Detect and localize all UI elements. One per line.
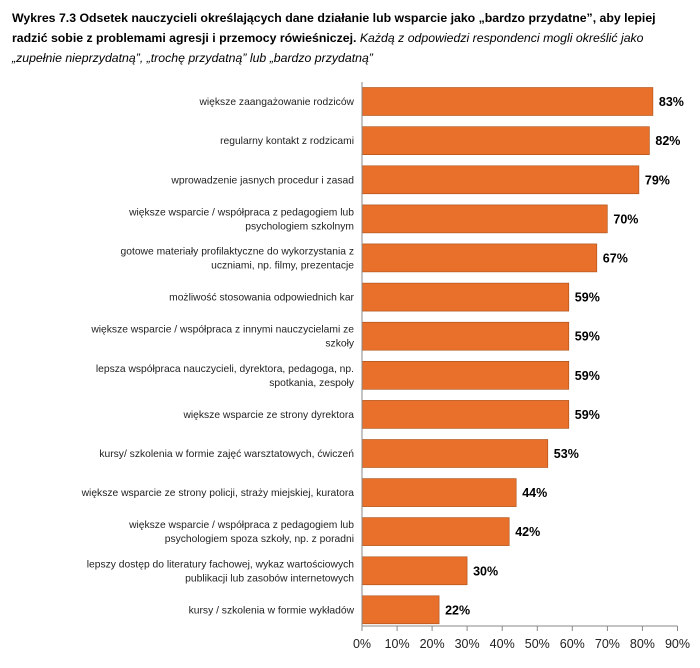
x-tick-label: 30% — [455, 637, 480, 651]
category-label: kursy/ szkolenia w formie zajęć warsztat… — [99, 449, 354, 460]
bar — [361, 478, 517, 507]
category-label: większe wsparcie ze strony dyrektora — [182, 410, 354, 421]
value-label: 79% — [645, 173, 670, 187]
category-label: psychologiem szkolnym — [245, 221, 354, 232]
chart-caption: Wykres 7.3 Odsetek nauczycieli określają… — [12, 8, 688, 68]
category-label: większe wsparcie / współpraca z pedagogi… — [128, 520, 354, 531]
x-tick-label: 90% — [665, 637, 690, 651]
value-label: 22% — [445, 603, 470, 617]
category-label: szkoły — [325, 339, 354, 350]
bar — [361, 556, 468, 586]
bar — [361, 282, 570, 312]
category-label: spotkania, zespoły — [269, 378, 355, 389]
category-label: kursy / szkolenia w formie wykładów — [189, 605, 355, 616]
value-label: 59% — [575, 291, 600, 305]
category-label: lepszy dostęp do literatury fachowej, wy… — [87, 559, 355, 570]
value-label: 42% — [515, 525, 540, 539]
value-label: 83% — [659, 95, 684, 109]
x-axis: 0% 10% 20% 30% 40% 50% 60% 70% 80% 90% — [353, 82, 690, 651]
bar — [361, 243, 598, 273]
value-label: 53% — [554, 447, 579, 461]
bar — [361, 595, 440, 625]
value-label: 59% — [575, 330, 600, 344]
x-tick-label: 40% — [490, 637, 515, 651]
x-tick-label: 10% — [385, 637, 410, 651]
x-tick-label: 50% — [525, 637, 550, 651]
category-label: większe wsparcie ze strony policji, stra… — [81, 488, 355, 499]
bar — [361, 321, 570, 351]
bar — [361, 87, 654, 116]
category-label: uczniami, np. filmy, prezentacje — [211, 260, 354, 271]
bar — [361, 360, 570, 390]
x-tick-label: 20% — [420, 637, 445, 651]
bar — [361, 400, 570, 429]
category-label: większe wsparcie / współpraca z pedagogi… — [128, 207, 354, 218]
category-label: gotowe materiały profilaktyczne do wykor… — [121, 246, 355, 257]
bar — [361, 517, 510, 546]
value-label: 70% — [613, 212, 638, 226]
category-label: psychologiem spoza szkoły, np. z poradni — [165, 534, 354, 545]
x-tick-label: 0% — [353, 637, 371, 651]
bar — [361, 126, 650, 155]
bar — [361, 204, 608, 234]
x-tick-label: 70% — [595, 637, 620, 651]
chart-note: Każdą z odpowiedzi respondenci mogli okr… — [12, 31, 644, 65]
category-label: lepsza współpraca nauczycieli, dyrektora… — [96, 364, 354, 375]
chart-title: Wykres 7.3 Odsetek nauczycieli określają… — [12, 11, 656, 45]
category-label: większe zaangażowanie rodziców — [198, 97, 354, 108]
bar — [361, 165, 640, 195]
bars-group: 83% większe zaangażowanie rodziców 82% regu… — [81, 87, 684, 625]
value-label: 82% — [655, 134, 680, 148]
x-tick-label: 80% — [630, 637, 655, 651]
value-label: 44% — [522, 486, 547, 500]
bar — [361, 439, 549, 468]
category-label: możliwość stosowania odpowiednich kar — [169, 293, 354, 304]
value-label: 59% — [575, 408, 600, 422]
category-label: wprowadzenie jasnych procedur i zasad — [170, 175, 354, 186]
value-label: 59% — [575, 369, 600, 383]
category-label: większe wsparcie / współpraca z innymi n… — [90, 325, 354, 336]
value-label: 30% — [473, 564, 498, 578]
x-tick-label: 60% — [560, 637, 585, 651]
category-label: publikacji lub zasobów internetowych — [185, 573, 354, 584]
category-label: regularny kontakt z rodzicami — [220, 136, 354, 147]
value-label: 67% — [603, 251, 628, 265]
